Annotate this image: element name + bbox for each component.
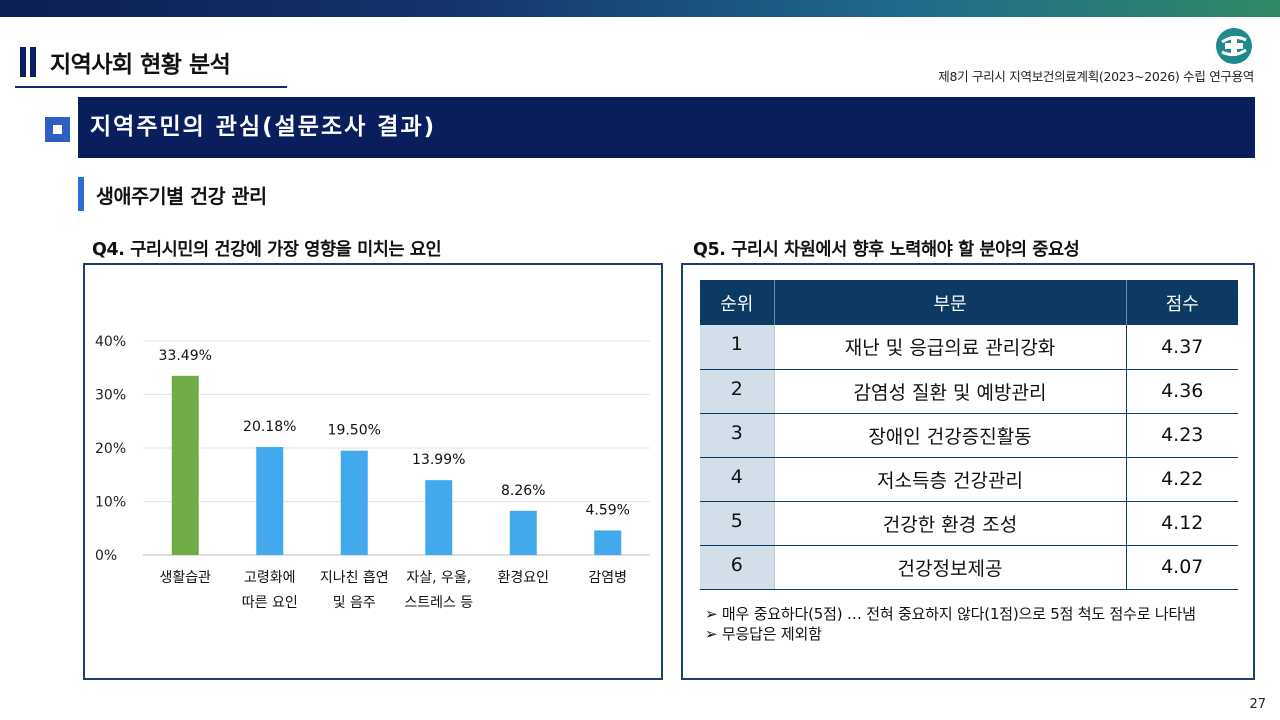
table-row: 6 건강정보제공 4.07 [700, 545, 1238, 590]
category-cell: 저소득층 건강관리 [774, 457, 1126, 502]
category-label: 감염병 [588, 570, 627, 586]
y-tick-label: 10% [95, 495, 126, 511]
y-tick-label: 20% [95, 441, 126, 457]
bar [594, 530, 622, 555]
data-label: 19.50% [328, 423, 381, 439]
category-label: 환경요인 [497, 570, 549, 586]
subheading: 생애주기별 건강 관리 [78, 177, 267, 211]
page-number: 27 [1249, 697, 1266, 712]
score-cell: 4.36 [1125, 369, 1238, 414]
q5-title: Q5. 구리시 차원에서 향후 노력해야 할 분야의 중요성 [693, 240, 1080, 260]
header-category: 부문 [774, 280, 1127, 325]
y-tick-label: 30% [95, 388, 126, 404]
header-score: 점수 [1126, 280, 1238, 325]
banner-title: 지역주민의 관심(설문조사 결과) [90, 114, 437, 140]
category-label: 스트레스 등 [404, 595, 473, 611]
category-label: 자살, 우울, [406, 570, 471, 586]
bar [256, 447, 284, 555]
bar [509, 510, 537, 555]
data-label: 20.18% [243, 419, 296, 435]
topic-banner: 지역주민의 관심(설문조사 결과) [78, 97, 1255, 158]
category-label: 지나친 흡연 [320, 570, 389, 586]
table-row: 3 장애인 건강증진활동 4.23 [700, 413, 1238, 458]
note-nonresponse: ➢ 무응답은 제외함 [705, 625, 822, 643]
table-row: 4 저소득층 건강관리 4.22 [700, 457, 1238, 502]
q5-table-box: 순위 부문 점수 1 재난 및 응급의료 관리강화 4.37 2 감염성 질환 … [681, 263, 1255, 680]
category-label: 고령화에 [244, 570, 296, 586]
table-row: 1 재난 및 응급의료 관리강화 4.37 [700, 325, 1238, 370]
banner-square-icon [45, 117, 70, 142]
note-scale: ➢ 매우 중요하다(5점) … 전혀 중요하지 않다(1점)으로 5점 척도 점… [705, 605, 1196, 623]
score-cell: 4.12 [1125, 501, 1238, 546]
section-title-marker [20, 47, 36, 77]
top-gradient-bar [0, 0, 1280, 17]
table-header-row: 순위 부문 점수 [700, 280, 1238, 325]
category-label: 따른 요인 [242, 595, 298, 611]
category-cell: 건강한 환경 조성 [774, 501, 1126, 546]
rank-cell: 6 [700, 545, 775, 590]
bar [425, 480, 453, 555]
subheading-marker [78, 177, 84, 211]
priority-table: 순위 부문 점수 1 재난 및 응급의료 관리강화 4.37 2 감염성 질환 … [700, 280, 1238, 590]
rank-cell: 1 [700, 325, 775, 370]
category-cell: 재난 및 응급의료 관리강화 [774, 325, 1126, 370]
q4-title: Q4. 구리시민의 건강에 가장 영향을 미치는 요인 [92, 240, 442, 260]
score-cell: 4.37 [1125, 325, 1238, 370]
subheading-text: 생애주기별 건강 관리 [96, 184, 267, 208]
rank-cell: 4 [700, 457, 775, 502]
score-cell: 4.07 [1125, 545, 1238, 590]
y-tick-label: 40% [95, 334, 126, 350]
table-row: 5 건강한 환경 조성 4.12 [700, 501, 1238, 546]
rank-cell: 2 [700, 369, 775, 414]
project-name: 제8기 구리시 지역보건의료계획(2023~2026) 수립 연구용역 [938, 69, 1254, 84]
section-title-text: 지역사회 현황 분석 [50, 52, 231, 78]
category-label: 및 음주 [333, 595, 376, 611]
table-row: 2 감염성 질환 및 예방관리 4.36 [700, 369, 1238, 414]
data-label: 13.99% [412, 452, 465, 468]
score-cell: 4.23 [1125, 413, 1238, 458]
city-logo-icon [1216, 28, 1252, 64]
category-cell: 건강정보제공 [774, 545, 1126, 590]
category-cell: 장애인 건강증진활동 [774, 413, 1126, 458]
section-title-underline [15, 86, 287, 88]
header-rank: 순위 [700, 280, 775, 325]
bar [171, 375, 199, 555]
section-title: 지역사회 현황 분석 [20, 44, 231, 80]
score-cell: 4.22 [1125, 457, 1238, 502]
data-label: 8.26% [501, 483, 545, 499]
category-cell: 감염성 질환 및 예방관리 [774, 369, 1126, 414]
rank-cell: 3 [700, 413, 775, 458]
data-label: 33.49% [159, 348, 212, 364]
category-label: 생활습관 [159, 570, 211, 586]
y-tick-label: 0% [95, 548, 117, 564]
rank-cell: 5 [700, 501, 775, 546]
bar [340, 450, 368, 555]
table-notes: ➢ 매우 중요하다(5점) … 전혀 중요하지 않다(1점)으로 5점 척도 점… [705, 604, 1235, 644]
data-label: 4.59% [586, 502, 630, 518]
